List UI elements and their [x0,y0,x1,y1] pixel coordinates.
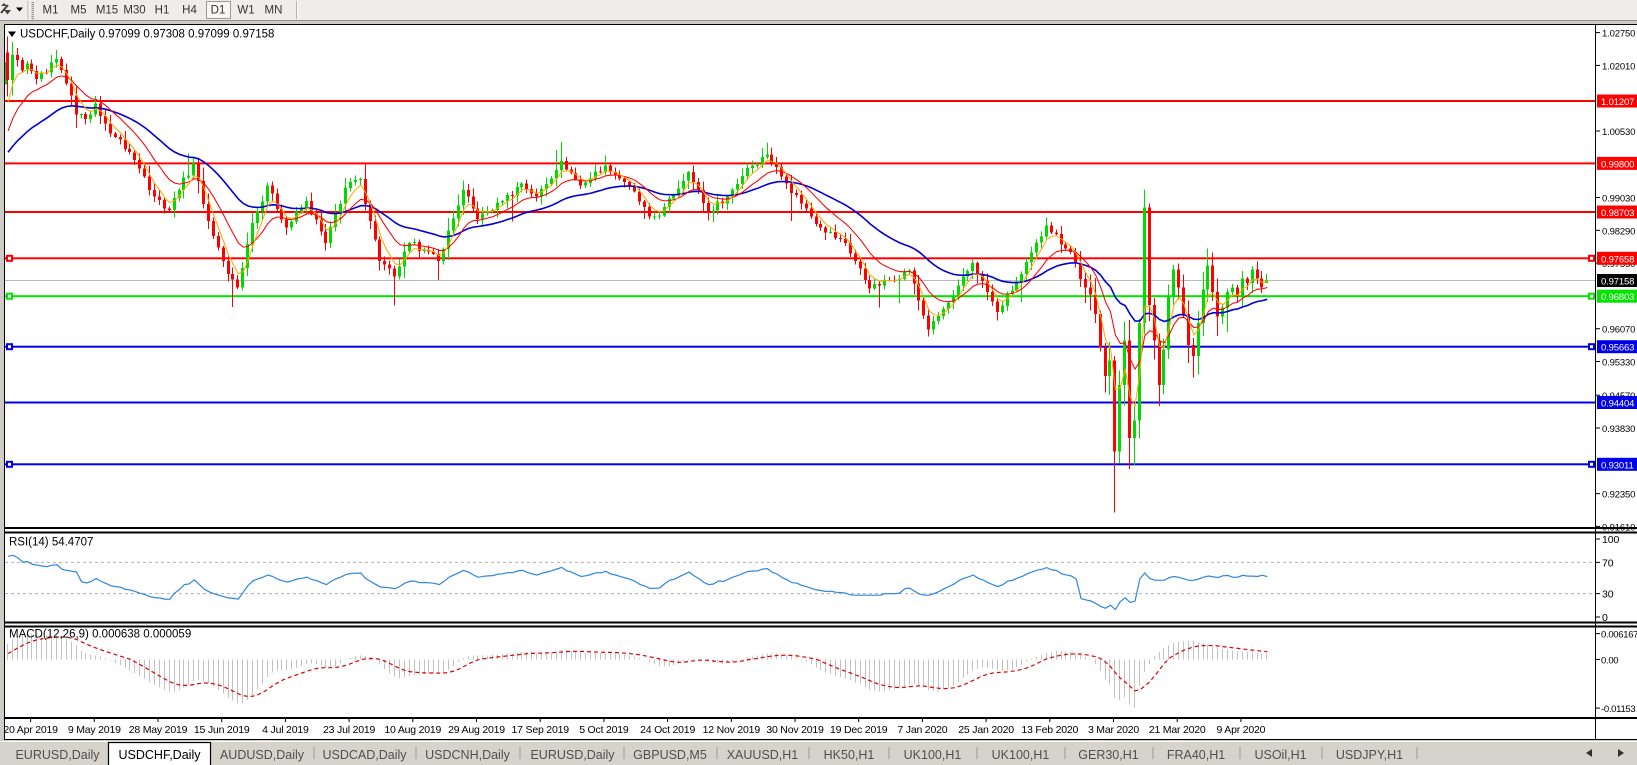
svg-text:13 Feb 2020: 13 Feb 2020 [1021,724,1078,736]
svg-text:12 Nov 2019: 12 Nov 2019 [703,724,761,736]
svg-text:0.95663: 0.95663 [1601,343,1634,354]
svg-text:GBPUSD,M5: GBPUSD,M5 [633,748,707,762]
svg-text:0.93830: 0.93830 [1602,424,1635,435]
svg-text:10 Aug 2019: 10 Aug 2019 [384,724,441,736]
svg-text:0.98703: 0.98703 [1601,208,1634,219]
svg-text:1.00530: 1.00530 [1602,127,1635,138]
svg-text:0.99800: 0.99800 [1601,159,1634,170]
svg-text:25 Jan 2020: 25 Jan 2020 [958,724,1014,736]
svg-text:9 Apr 2020: 9 Apr 2020 [1217,724,1266,736]
svg-text:0.97158: 0.97158 [1601,277,1634,288]
svg-text:1.02750: 1.02750 [1602,29,1635,40]
svg-text:5 Oct 2019: 5 Oct 2019 [579,724,629,736]
svg-text:17 Sep 2019: 17 Sep 2019 [512,724,570,736]
svg-text:XAUUSD,H1: XAUUSD,H1 [727,748,799,762]
svg-text:UK100,H1: UK100,H1 [992,748,1050,762]
svg-text:0.00: 0.00 [1601,655,1618,666]
svg-text:H1: H1 [155,5,170,17]
svg-text:USDCHF,Daily 0.97099 0.97308: USDCHF,Daily 0.97099 0.97308 0.97099 0.9… [20,29,274,41]
svg-text:0.98290: 0.98290 [1602,226,1635,237]
svg-text:M5: M5 [71,5,87,17]
svg-text:EURUSD,Daily: EURUSD,Daily [15,748,100,762]
svg-text:D1: D1 [211,5,226,17]
svg-text:19 Dec 2019: 19 Dec 2019 [830,724,888,736]
svg-text:UK100,H1: UK100,H1 [904,748,962,762]
svg-text:EURUSD,Daily: EURUSD,Daily [530,748,615,762]
svg-text:H4: H4 [182,5,197,17]
svg-text:0.006167: 0.006167 [1601,630,1637,641]
svg-text:M1: M1 [43,5,59,17]
svg-text:0.94404: 0.94404 [1601,399,1634,410]
svg-text:0.99030: 0.99030 [1602,194,1635,205]
svg-text:0.93011: 0.93011 [1601,460,1634,471]
svg-text:AUDUSD,Daily: AUDUSD,Daily [220,748,305,762]
svg-text:0.95330: 0.95330 [1602,358,1635,369]
svg-text:24 Oct 2019: 24 Oct 2019 [640,724,695,736]
svg-text:7 Jan 2020: 7 Jan 2020 [897,724,947,736]
svg-text:29 Aug 2019: 29 Aug 2019 [448,724,505,736]
svg-text:0.96070: 0.96070 [1602,325,1635,336]
svg-text:0: 0 [1602,612,1608,624]
svg-text:MACD(12,26,9) 0.000638 0.00005: MACD(12,26,9) 0.000638 0.000059 [9,629,191,641]
svg-text:100: 100 [1602,534,1619,546]
svg-text:GER30,H1: GER30,H1 [1078,748,1138,762]
svg-text:USDCAD,Daily: USDCAD,Daily [322,748,407,762]
svg-text:USDCNH,Daily: USDCNH,Daily [425,748,510,762]
svg-text:70: 70 [1602,557,1614,569]
svg-text:M15: M15 [96,5,118,17]
svg-text:30: 30 [1602,589,1614,601]
svg-text:21 Mar 2020: 21 Mar 2020 [1149,724,1206,736]
svg-text:23 Jul 2019: 23 Jul 2019 [323,724,375,736]
svg-text:W1: W1 [237,5,254,17]
svg-text:4 Jul 2019: 4 Jul 2019 [262,724,309,736]
svg-text:0.91610: 0.91610 [1602,522,1635,533]
svg-text:0.96803: 0.96803 [1601,292,1634,303]
svg-text:USDCHF,Daily: USDCHF,Daily [119,748,202,762]
svg-text:-0.01153: -0.01153 [1601,704,1635,715]
svg-text:HK50,H1: HK50,H1 [824,748,875,762]
svg-text:30 Nov 2019: 30 Nov 2019 [766,724,824,736]
svg-text:USDJPY,H1: USDJPY,H1 [1336,748,1403,762]
svg-text:0.97658: 0.97658 [1601,254,1634,265]
svg-text:FRA40,H1: FRA40,H1 [1167,748,1225,762]
svg-text:20 Apr 2019: 20 Apr 2019 [3,724,58,736]
svg-text:3 Mar 2020: 3 Mar 2020 [1088,724,1139,736]
svg-text:RSI(14) 54.4707: RSI(14) 54.4707 [9,537,93,549]
svg-text:M30: M30 [123,5,145,17]
svg-text:28 May 2019: 28 May 2019 [129,724,188,736]
svg-text:15 Jun 2019: 15 Jun 2019 [194,724,250,736]
svg-text:USOil,H1: USOil,H1 [1254,748,1306,762]
svg-text:MN: MN [265,5,283,17]
svg-text:1.02010: 1.02010 [1602,61,1635,72]
svg-text:1.01207: 1.01207 [1601,97,1634,108]
svg-text:9 May 2019: 9 May 2019 [68,724,121,736]
svg-text:0.92350: 0.92350 [1602,490,1635,501]
